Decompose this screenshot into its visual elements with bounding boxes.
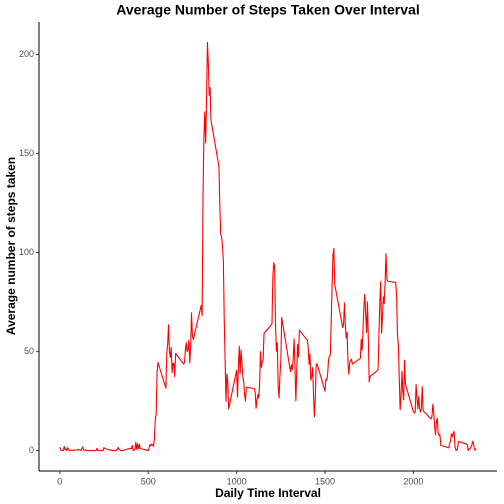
x-tick-label: 0 xyxy=(57,476,62,486)
y-tick-label: 0 xyxy=(29,445,34,455)
x-tick-label: 500 xyxy=(141,476,156,486)
chart-title: Average Number of Steps Taken Over Inter… xyxy=(116,2,419,18)
x-axis-title: Daily Time Interval xyxy=(215,486,321,500)
y-tick-label: 100 xyxy=(19,247,34,257)
y-axis-title: Average number of steps taken xyxy=(4,157,18,335)
y-tick-label: 150 xyxy=(19,148,34,158)
x-tick-label: 1000 xyxy=(227,476,247,486)
data-line xyxy=(59,41,477,452)
x-tick-label: 1500 xyxy=(315,476,335,486)
x-tick-label: 2000 xyxy=(403,476,423,486)
y-tick-label: 200 xyxy=(19,49,34,59)
y-tick-label: 50 xyxy=(24,346,34,356)
